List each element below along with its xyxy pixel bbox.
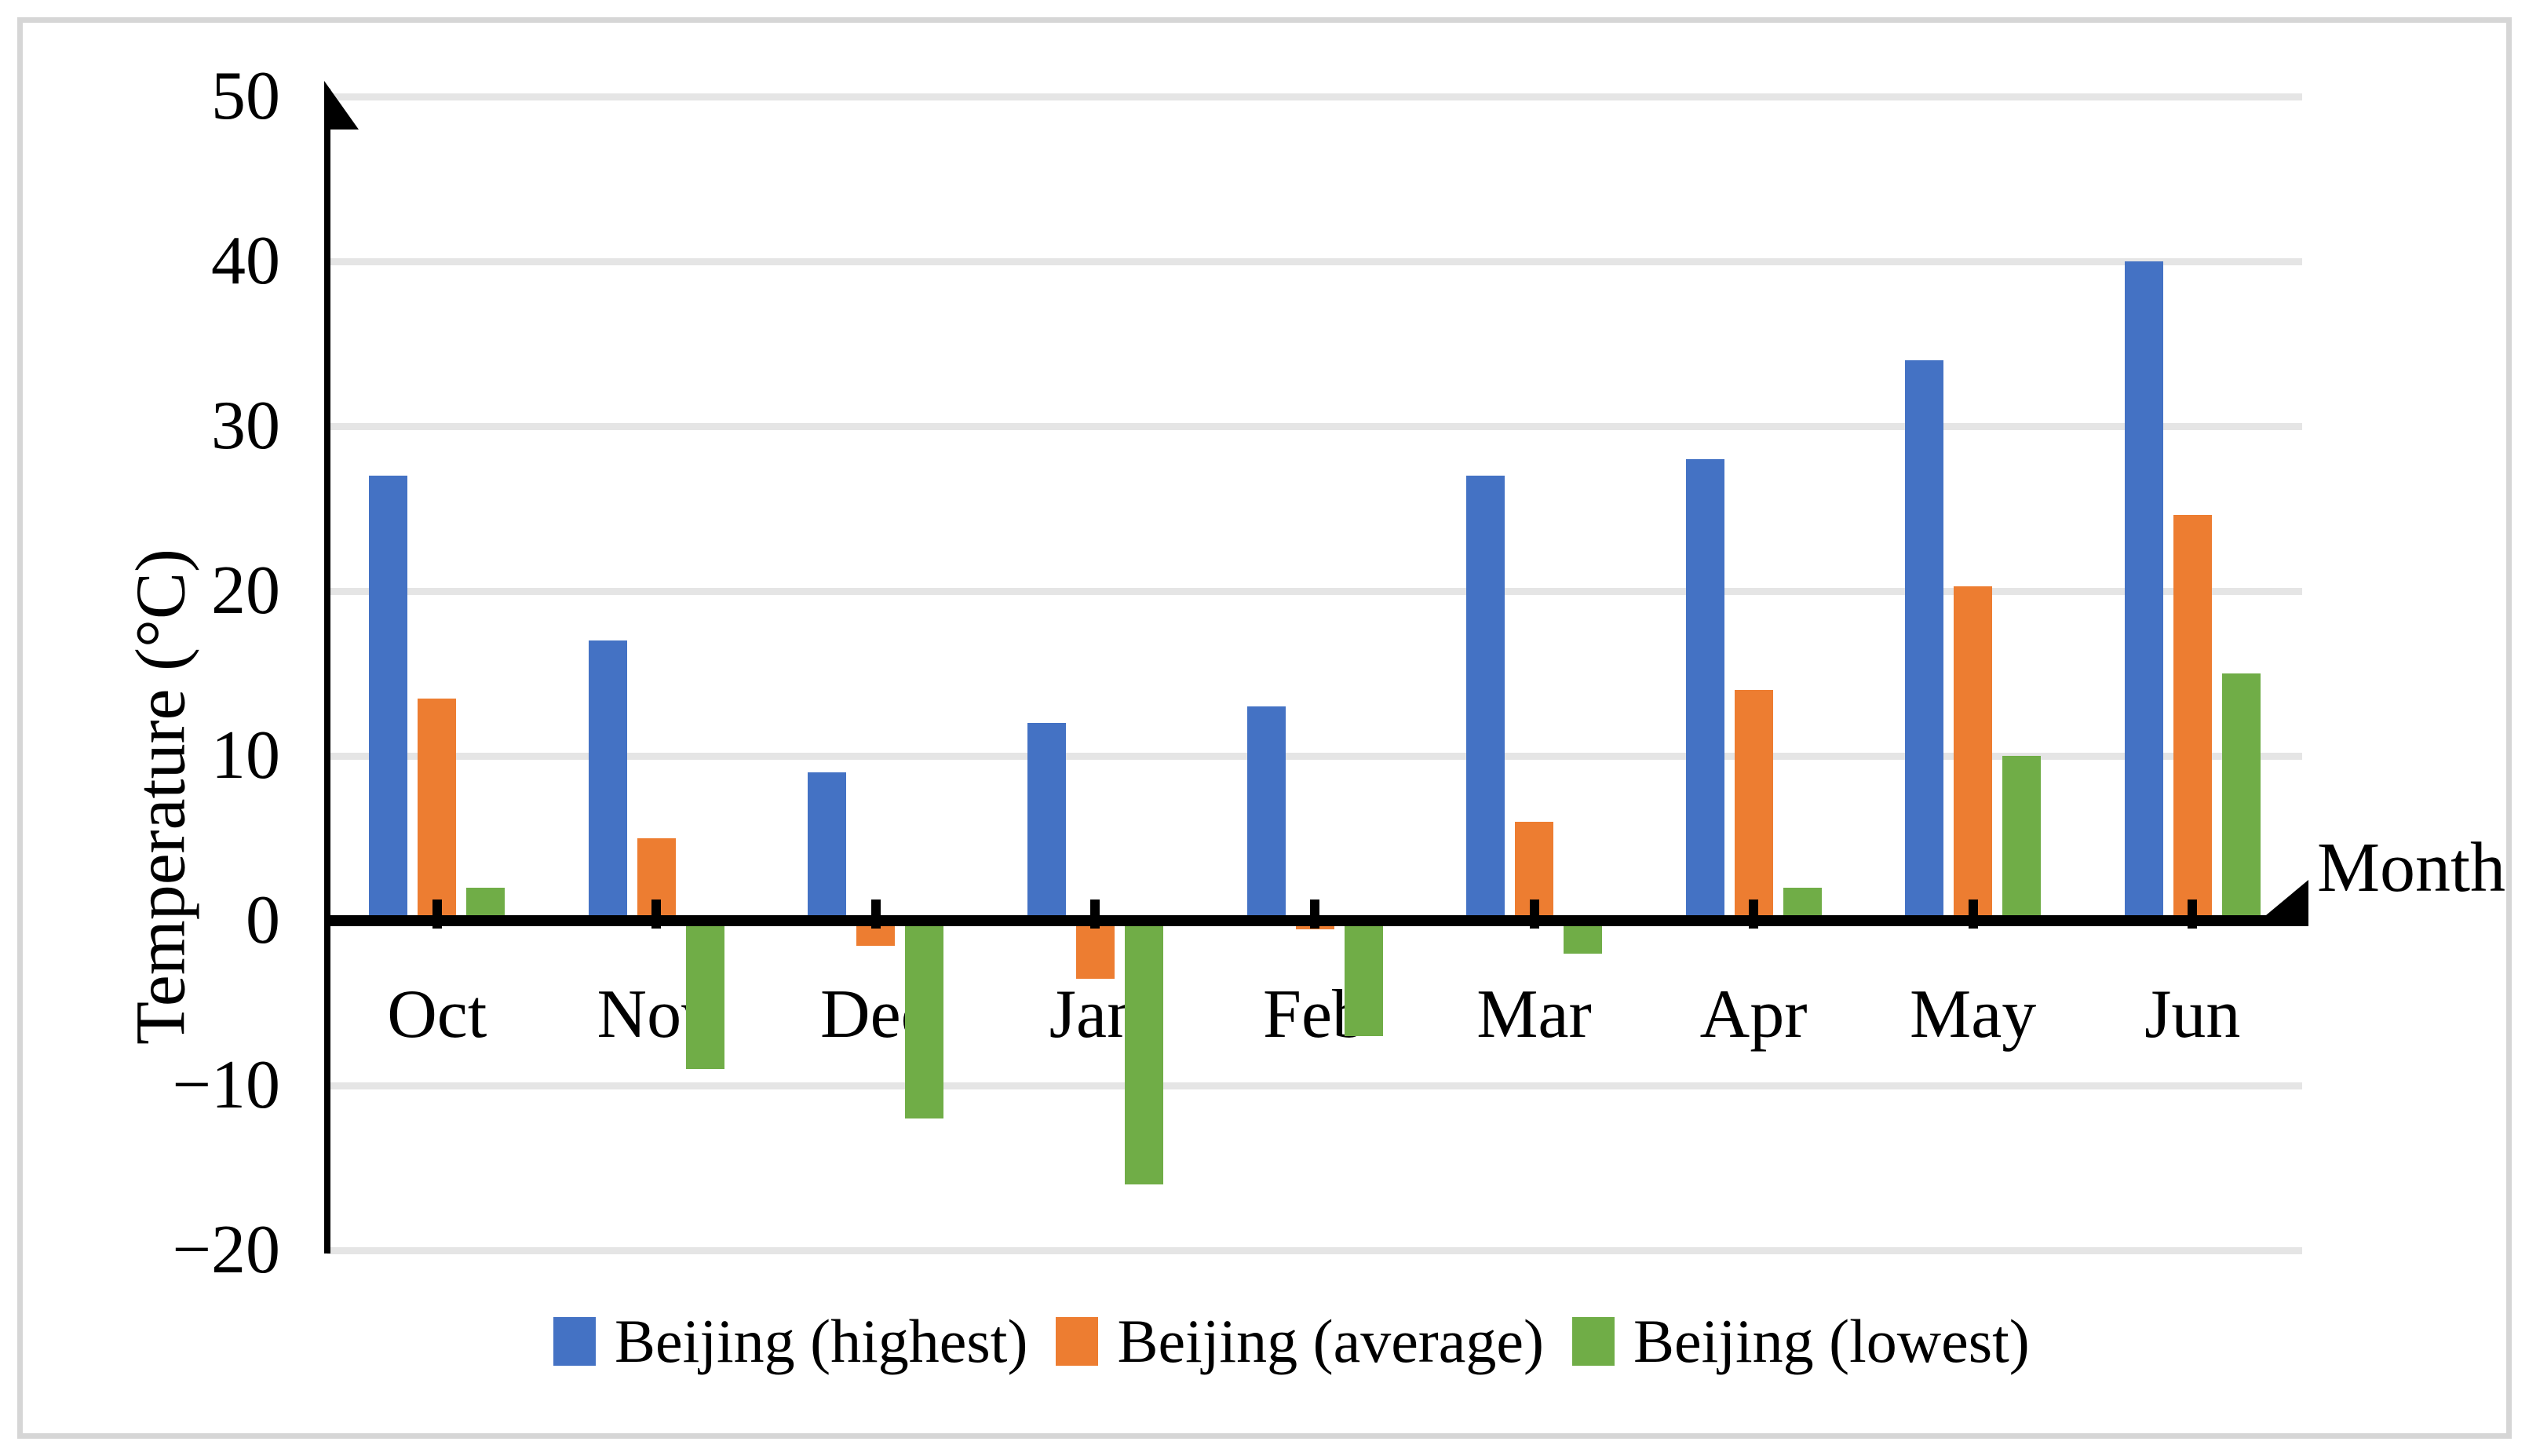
month-tick-label-dec: Dec [820,976,932,1053]
legend-item-beijing-lowest-: Beijing (lowest) [1572,1308,2030,1375]
bar-beijing-highest--may [1905,360,1944,921]
bar-beijing-highest--mar [1466,476,1505,921]
gridline-10 [327,753,2302,760]
y-tick-label--20: −20 [172,1212,280,1288]
y-axis-title: Temperature (°C) [122,549,200,1045]
bar-beijing-lowest--may [2002,756,2042,921]
month-tick-label-mar: Mar [1476,976,1592,1053]
bar-beijing-average--may [1954,586,1993,921]
bar-beijing-lowest--nov [685,921,724,1069]
bar-beijing-average--apr [1734,690,1773,921]
axis-tick-may [1968,900,1978,929]
y-axis-line [324,89,330,1253]
gridline-30 [327,423,2302,430]
x-axis-title: Month [2317,829,2506,907]
bar-beijing-highest--jun [2124,261,2163,921]
y-tick-label-0: 0 [246,882,280,958]
axis-tick-nov [651,900,662,929]
axis-tick-jan [1090,900,1100,929]
bar-beijing-lowest--feb [1344,921,1383,1036]
legend-label: Beijing (highest) [615,1307,1028,1375]
legend-swatch-icon [1056,1317,1099,1366]
legend-label: Beijing (lowest) [1633,1307,2030,1375]
y-axis-arrow-icon [324,81,359,130]
y-tick-label-20: 20 [211,553,280,629]
axis-tick-apr [1749,900,1759,929]
month-tick-label-oct: Oct [387,976,487,1053]
y-tick-label-10: 10 [211,717,280,794]
legend-item-beijing-highest-: Beijing (highest) [553,1308,1027,1375]
bar-beijing-highest--dec [808,772,847,921]
chart-frame [17,17,2512,1439]
legend-item-beijing-average-: Beijing (average) [1056,1308,1544,1375]
bar-beijing-highest--feb [1246,706,1286,921]
gridline-40 [327,258,2302,265]
axis-tick-jun [2188,900,2198,929]
month-tick-label-feb: Feb [1263,976,1367,1053]
bar-beijing-average--oct [418,698,457,921]
bar-beijing-lowest--dec [905,921,944,1118]
legend: Beijing (highest) Beijing (average) Beijin… [553,1308,2030,1375]
bar-beijing-highest--jan [1027,723,1066,921]
gridline--10 [327,1082,2302,1089]
axis-tick-mar [1529,900,1539,929]
bar-beijing-average--jan [1075,921,1115,979]
bar-beijing-highest--oct [369,476,408,921]
legend-swatch-icon [1572,1317,1615,1366]
bar-beijing-highest--apr [1685,459,1724,921]
gridline-20 [327,588,2302,595]
month-tick-label-may: May [1910,976,2037,1053]
axis-tick-feb [1310,900,1319,929]
legend-swatch-icon [553,1317,596,1366]
bar-beijing-highest--nov [588,640,627,921]
legend-label: Beijing (average) [1117,1307,1544,1375]
bar-beijing-lowest--jan [1124,921,1163,1184]
month-tick-label-nov: Nov [597,976,717,1053]
bar-beijing-lowest--mar [1564,921,1603,954]
bar-beijing-lowest--jun [2221,673,2261,921]
axis-tick-oct [432,900,442,929]
axis-tick-dec [870,900,881,929]
month-tick-label-jun: Jun [2144,976,2241,1053]
y-tick-label-50: 50 [211,58,280,134]
y-tick-label--10: −10 [172,1047,280,1123]
y-tick-label-40: 40 [211,223,280,299]
gridline-50 [327,93,2302,100]
bar-beijing-average--jun [2173,515,2212,921]
gridline--20 [327,1247,2302,1254]
month-tick-label-apr: Apr [1699,976,1808,1053]
month-tick-label-jan: Jan [1049,976,1142,1053]
y-tick-label-30: 30 [211,388,280,464]
x-axis-arrow-icon [2261,880,2308,919]
